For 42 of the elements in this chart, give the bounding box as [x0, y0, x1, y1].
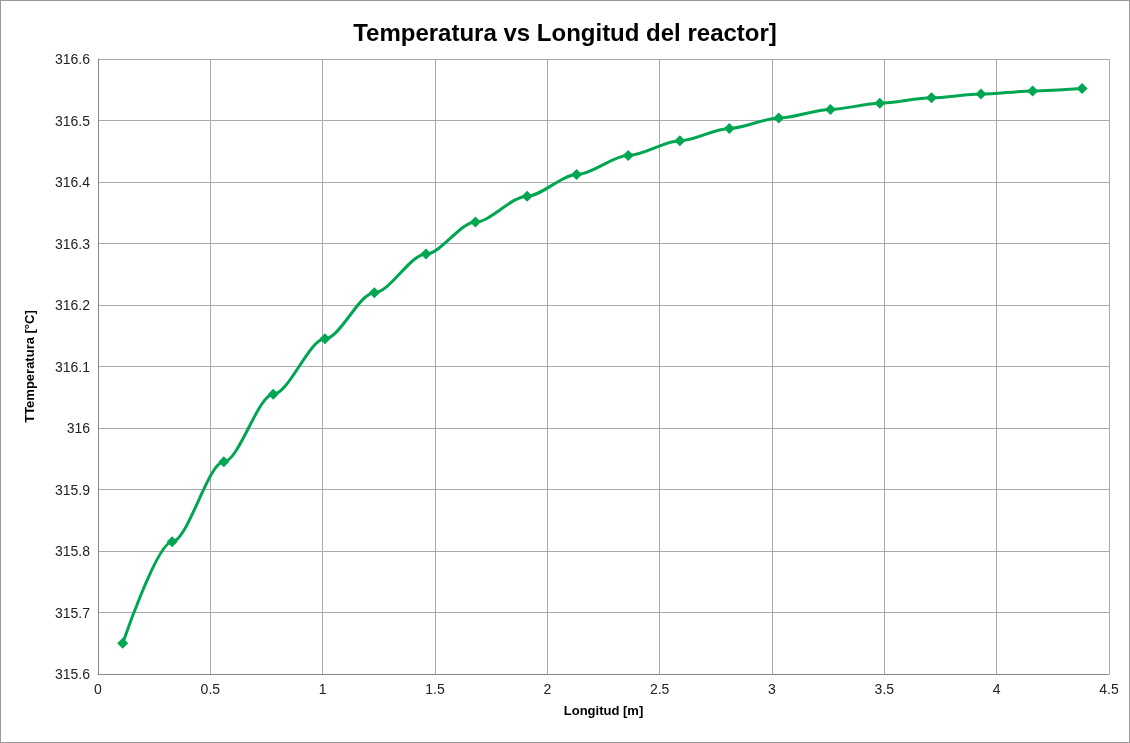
point — [723, 123, 735, 134]
x-tick-label: 0 — [94, 681, 103, 697]
point — [773, 112, 785, 124]
point — [368, 287, 380, 299]
point — [975, 88, 987, 100]
point — [1076, 83, 1088, 95]
point — [521, 190, 533, 202]
y-tick-label: 316.5 — [54, 112, 91, 129]
y-tick-label: 315.8 — [54, 543, 91, 559]
x-tick-label: 3 — [768, 681, 777, 697]
point — [420, 248, 432, 260]
point — [267, 388, 279, 400]
point — [824, 103, 836, 115]
x-tick-label: 1 — [318, 681, 327, 697]
y-tick-label: 315.9 — [54, 481, 91, 498]
x-tick-label: 4.5 — [1099, 681, 1119, 697]
point — [622, 150, 634, 162]
x-tick-label: 0.5 — [200, 681, 221, 697]
y-tick-label: 316.3 — [54, 235, 91, 252]
point — [166, 536, 178, 548]
y-tick-label: 315.7 — [54, 604, 91, 621]
x-tick-label: 3.5 — [874, 681, 895, 697]
point — [571, 169, 583, 181]
x-tick-label: 1.5 — [425, 681, 445, 697]
x-tick-label: 2 — [543, 681, 552, 697]
point — [218, 456, 230, 468]
point — [874, 97, 886, 109]
y-tick-label: 316.6 — [54, 51, 91, 67]
chart-title: Temperatura vs Longitud del reactor] — [353, 18, 777, 46]
x-tick-label: 2.5 — [649, 681, 670, 697]
y-tick-label: 316.4 — [54, 174, 91, 190]
y-tick-label: 316.1 — [54, 358, 91, 375]
x-axis-title: Longitud [m] — [563, 703, 644, 718]
y-tick-label: 316.2 — [54, 297, 91, 313]
point — [469, 216, 481, 228]
y-tick-label: 316 — [66, 420, 91, 436]
y-axis-title: TTemperatura [°C] — [22, 310, 37, 423]
point — [674, 135, 686, 147]
y-tick-label: 315.6 — [54, 666, 91, 682]
x-tick-label: 4 — [992, 681, 1001, 697]
point — [319, 333, 331, 345]
point — [117, 637, 129, 649]
